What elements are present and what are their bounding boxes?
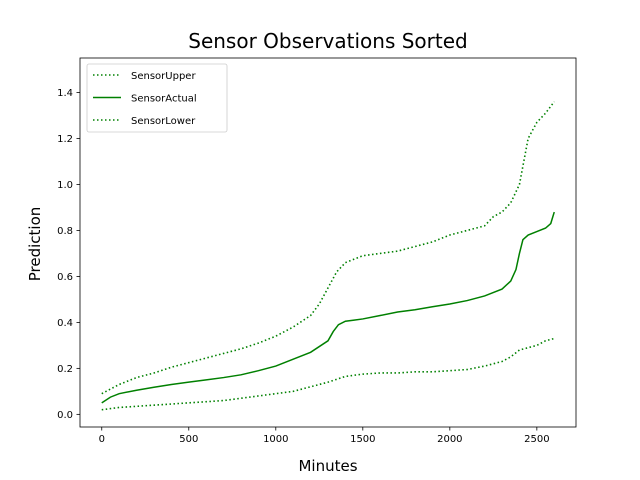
y-tick-label: 0.2	[57, 364, 73, 375]
x-axis-label: Minutes	[298, 457, 357, 475]
y-tick-label: 1.4	[57, 88, 73, 99]
plot-frame	[79, 57, 577, 428]
series-line-SensorLower	[101, 337, 555, 411]
x-tick-label: 500	[179, 434, 198, 445]
chart-title: Sensor Observations Sorted	[188, 29, 467, 53]
y-tick-label: 0.0	[57, 410, 73, 421]
x-tick-label: 0	[99, 434, 105, 445]
legend-label: SensorLower	[131, 116, 196, 127]
x-tick-label: 2000	[437, 434, 462, 445]
y-tick-label: 0.4	[57, 318, 73, 329]
series-line-SensorUpper	[101, 101, 555, 395]
y-tick-label: 0.6	[57, 272, 73, 283]
y-tick-label: 0.8	[57, 226, 73, 237]
plot-area	[101, 101, 555, 411]
legend: SensorUpper SensorActual SensorLower	[86, 63, 228, 133]
series-line-SensorActual	[101, 211, 555, 404]
y-axis-label: Prediction	[26, 207, 44, 282]
x-tick-label: 1500	[350, 434, 375, 445]
y-tick-label: 1.0	[57, 180, 73, 191]
x-tick-label: 1000	[263, 434, 288, 445]
axes: 0 500 1000 1500 2000 2500 0.0 0.2 0.4 0.6 0.8 1.0 1.…	[57, 57, 577, 445]
legend-label: SensorUpper	[131, 71, 196, 82]
y-tick-label: 1.2	[57, 134, 73, 145]
legend-label: SensorActual	[131, 94, 197, 105]
x-tick-label: 2500	[524, 434, 549, 445]
legend-box	[86, 63, 228, 133]
